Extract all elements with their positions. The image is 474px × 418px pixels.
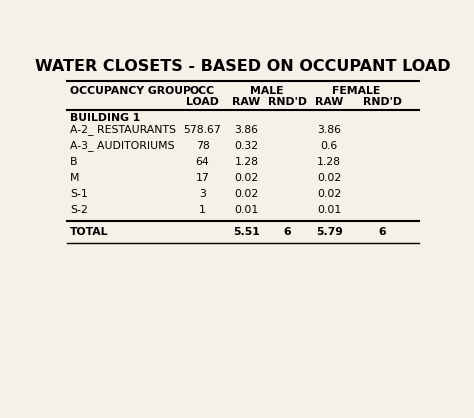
Text: M: M bbox=[70, 173, 80, 183]
Text: 5.79: 5.79 bbox=[316, 227, 343, 237]
Text: 0.01: 0.01 bbox=[317, 205, 341, 215]
Text: RAW: RAW bbox=[232, 97, 261, 107]
Text: 17: 17 bbox=[196, 173, 210, 183]
Text: 0.32: 0.32 bbox=[235, 141, 259, 151]
Text: A-3_ AUDITORIUMS: A-3_ AUDITORIUMS bbox=[70, 140, 175, 151]
Text: RAW: RAW bbox=[315, 97, 343, 107]
Text: 78: 78 bbox=[196, 141, 210, 151]
Text: MALE: MALE bbox=[250, 87, 283, 97]
Text: 3.86: 3.86 bbox=[235, 125, 259, 135]
Text: 0.02: 0.02 bbox=[317, 189, 341, 199]
Text: 3.86: 3.86 bbox=[317, 125, 341, 135]
Text: S-2: S-2 bbox=[70, 205, 88, 215]
Text: OCCUPANCY GROUP: OCCUPANCY GROUP bbox=[70, 87, 191, 97]
Text: 578.67: 578.67 bbox=[183, 125, 221, 135]
Text: 1.28: 1.28 bbox=[317, 157, 341, 167]
Text: S-1: S-1 bbox=[70, 189, 88, 199]
Text: BUILDING 1: BUILDING 1 bbox=[70, 113, 140, 123]
Text: 0.02: 0.02 bbox=[235, 189, 259, 199]
Text: 64: 64 bbox=[196, 157, 210, 167]
Text: 1: 1 bbox=[199, 205, 206, 215]
Text: 3: 3 bbox=[199, 189, 206, 199]
Text: 6: 6 bbox=[283, 227, 291, 237]
Text: RND'D: RND'D bbox=[363, 97, 402, 107]
Text: 1.28: 1.28 bbox=[235, 157, 259, 167]
Text: B: B bbox=[70, 157, 78, 167]
Text: OCC: OCC bbox=[190, 87, 215, 97]
Text: 0.6: 0.6 bbox=[320, 141, 338, 151]
Text: 0.02: 0.02 bbox=[317, 173, 341, 183]
Text: 0.02: 0.02 bbox=[235, 173, 259, 183]
Text: A-2_ RESTAURANTS: A-2_ RESTAURANTS bbox=[70, 124, 176, 135]
Text: 5.51: 5.51 bbox=[233, 227, 260, 237]
Text: RND'D: RND'D bbox=[267, 97, 307, 107]
Text: FEMALE: FEMALE bbox=[332, 87, 380, 97]
Text: TOTAL: TOTAL bbox=[70, 227, 109, 237]
Text: 0.01: 0.01 bbox=[235, 205, 259, 215]
Text: 6: 6 bbox=[379, 227, 386, 237]
Text: WATER CLOSETS - BASED ON OCCUPANT LOAD: WATER CLOSETS - BASED ON OCCUPANT LOAD bbox=[35, 59, 451, 74]
Text: LOAD: LOAD bbox=[186, 97, 219, 107]
